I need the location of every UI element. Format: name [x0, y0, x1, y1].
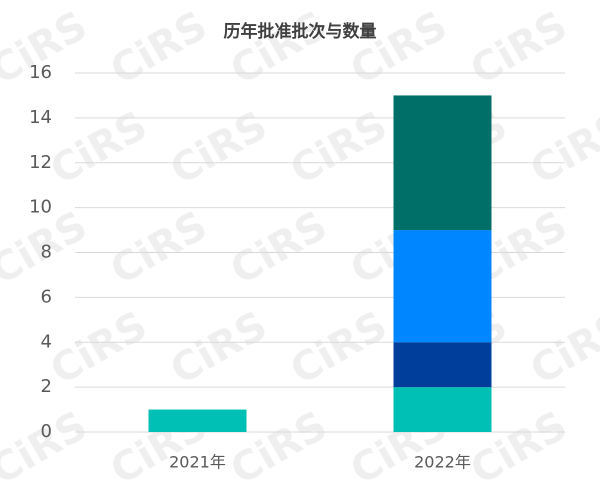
watermark: CiRS	[163, 103, 275, 194]
watermark: CiRS	[523, 303, 600, 394]
chart-title: 历年批准批次与数量	[224, 21, 377, 42]
watermark: CiRS	[0, 403, 95, 488]
y-tick-label: 16	[29, 62, 52, 83]
bar-segment	[393, 387, 492, 432]
bar-segment	[393, 230, 492, 343]
bar-segment	[148, 409, 247, 432]
watermark: CiRS	[103, 3, 215, 94]
watermark: CiRS	[163, 303, 275, 394]
x-tick-label: 2022年	[414, 453, 471, 472]
bar-segment	[393, 95, 492, 231]
x-tick-label: 2021年	[169, 453, 226, 472]
y-tick-label: 6	[41, 286, 52, 307]
watermark: CiRS	[103, 203, 215, 294]
y-tick-label: 4	[41, 331, 52, 352]
watermark: CiRS	[343, 3, 455, 94]
y-tick-label: 12	[29, 152, 52, 173]
watermark: CiRS	[523, 103, 600, 194]
bar-segment	[393, 342, 492, 388]
y-tick-label: 8	[41, 242, 52, 263]
watermark: CiRS	[43, 303, 155, 394]
y-tick-label: 10	[29, 197, 52, 218]
watermark: CiRS	[283, 103, 395, 194]
y-tick-label: 2	[41, 376, 52, 397]
watermark: CiRS	[43, 103, 155, 194]
watermark: CiRS	[283, 303, 395, 394]
plot-area: 0 2 4 6 8 10 12 14 16 2021年 2022年	[29, 62, 565, 472]
y-tick-label: 0	[41, 421, 52, 442]
watermark: CiRS	[223, 203, 335, 294]
watermark: CiRS	[463, 3, 575, 94]
watermark: CiRS	[223, 3, 335, 94]
y-tick-label: 14	[29, 107, 52, 128]
